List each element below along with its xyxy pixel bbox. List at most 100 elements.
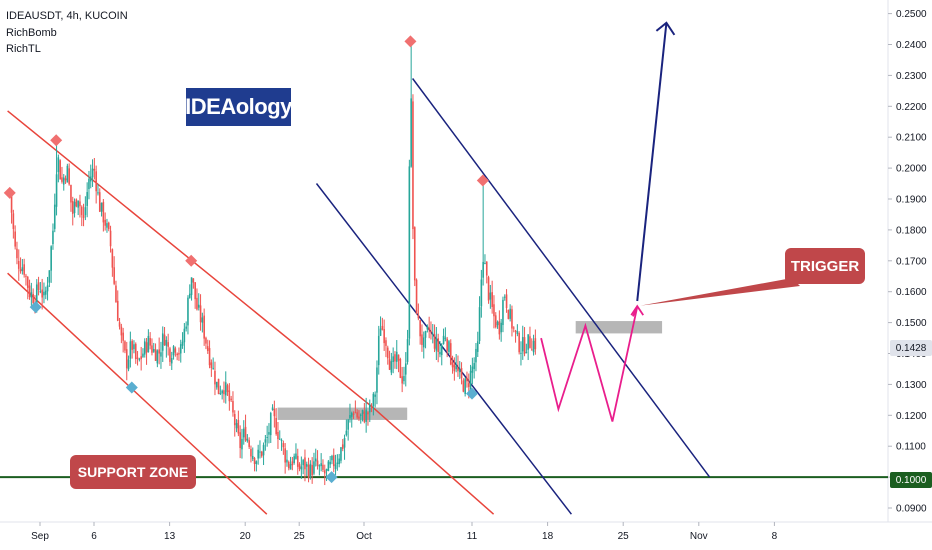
candle-body [131,340,133,350]
candle-body [282,443,285,448]
candle-body [363,411,366,422]
candle-body [17,260,20,269]
candle-body [511,309,513,329]
candle-body [86,192,88,206]
candle-body [307,464,310,479]
candle-body [507,309,510,319]
candle-body [340,447,342,461]
candle-body [73,201,76,214]
candle-body [19,269,22,272]
candle-body [106,223,108,228]
candle-body [520,352,522,354]
candle-body [278,438,281,440]
candle-body [233,414,236,426]
bottom-marker [29,301,42,314]
candle-body [138,358,141,360]
candle-body [505,294,508,309]
candle-body [262,444,265,456]
candle-body [248,440,250,447]
candle-body [230,398,232,400]
candle-body [448,341,450,352]
candle-body [408,166,411,339]
right-gray-zone [575,321,663,334]
candle-body [298,464,301,469]
candle-body [100,202,103,212]
candle-body [102,201,105,223]
candle-body [419,320,421,337]
candle-body [532,340,535,353]
candle-body [469,370,472,390]
candle-body [280,440,283,442]
candle-body [379,328,382,336]
candle-body [59,160,61,180]
candle-body [237,420,240,434]
candle-body [514,330,517,332]
candle-body [246,438,249,441]
candle-body [358,416,360,419]
candle-body [205,337,207,344]
candle-body [484,263,486,265]
candle-body [163,334,166,346]
candle-body [55,174,58,207]
candle-body [437,338,439,352]
candle-body [296,455,299,467]
candle-body [496,321,499,326]
candle-body [345,430,348,436]
candle-body [428,327,430,330]
projection-arrowhead [630,304,644,316]
candle-body [480,279,483,307]
candle-body [475,348,477,363]
candle-body [224,382,227,396]
indicator-richtl[interactable]: RichTL [6,43,41,55]
candle-body [313,461,315,474]
candle-body [410,98,412,167]
candle-body [151,345,153,353]
candle-body [140,356,142,360]
x-tick-label: 6 [91,531,97,542]
candle-body [111,249,114,268]
candle-body [251,455,254,459]
candle-body [320,463,322,467]
candle-body [68,168,70,185]
candle-body [46,285,49,292]
x-tick-label: Oct [356,531,372,542]
candle-body [179,344,182,354]
candle-body [291,461,294,466]
candle-body [316,460,319,466]
candle-body [491,292,493,307]
bottom-marker [125,381,138,394]
indicator-richbomb[interactable]: RichBomb [6,27,57,39]
candle-body [509,308,511,319]
candle-body [485,261,488,276]
candle-body [30,292,33,298]
candle-body [264,439,267,443]
candle-body [217,378,220,394]
candle-body [127,359,130,370]
candle-body [28,285,31,297]
y-tick-label: 0.2200 [896,102,927,113]
candle-body [374,394,376,397]
y-tick-label: 0.2000 [896,164,927,175]
candle-body [160,352,162,357]
candle-body [271,407,274,411]
blue-channel-lower [315,183,572,515]
plot-area [0,21,888,515]
top-marker [404,35,417,48]
candle-body [413,227,416,281]
candle-body [174,348,177,353]
candle-body [323,470,326,474]
candle-body [516,331,519,334]
candle-body [397,354,400,361]
candle-body [88,178,90,190]
candle-body [309,463,312,478]
candle-body [466,377,468,382]
candle-body [415,279,418,314]
candle-body [35,284,38,307]
candle-body [41,289,43,298]
candle-body [422,337,425,348]
y-tick-label: 0.2100 [896,133,927,144]
candle-body [194,282,196,300]
candle-body [530,349,533,351]
